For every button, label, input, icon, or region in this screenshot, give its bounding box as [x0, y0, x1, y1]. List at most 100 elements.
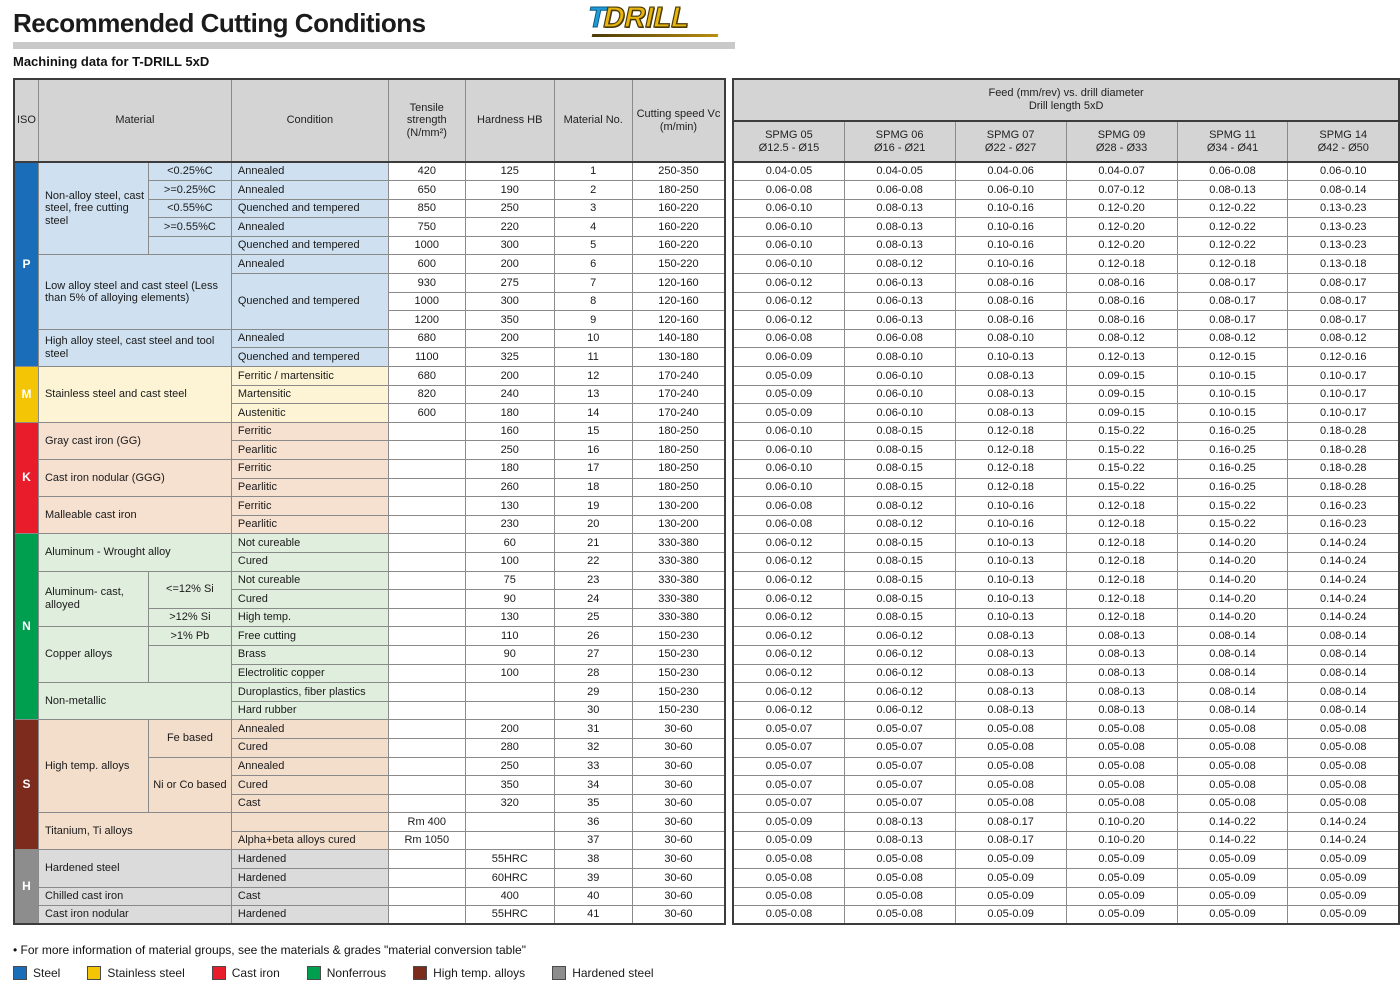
material-no-cell: 15	[553, 421, 633, 442]
feed-cell: 0.06-0.10	[732, 217, 845, 237]
header-condition: Condition	[230, 78, 389, 163]
table-row: Brass 90 27 150-230	[14, 644, 726, 684]
hardness-cell	[464, 682, 555, 702]
feed-cell: 0.08-0.10	[843, 347, 956, 368]
hardness-cell: 60HRC	[464, 868, 555, 888]
tensile-strength-cell: 1200	[387, 310, 466, 330]
feed-cell: 0.06-0.12	[732, 626, 845, 646]
tensile-strength-cell	[387, 496, 466, 516]
tensile-strength-cell	[387, 644, 466, 665]
hardness-cell: 100	[464, 551, 555, 572]
feed-cell: 0.08-0.15	[843, 459, 956, 479]
material-no-cell: 7	[553, 273, 633, 293]
cutting-speed-cell: 180-250	[631, 440, 726, 460]
cutting-speed-cell: 120-160	[631, 273, 726, 293]
feed-cell: 0.10-0.16	[954, 198, 1067, 219]
feed-cell: 0.08-0.14	[1176, 700, 1289, 721]
feed-cell: 0.08-0.17	[1287, 291, 1400, 312]
cutting-speed-cell: 330-380	[631, 607, 726, 628]
material-cell: Aluminum - Wrought alloy	[37, 533, 232, 572]
feed-cell: 0.10-0.13	[954, 551, 1067, 572]
feed-cell: 0.12-0.18	[1065, 607, 1178, 628]
hardness-cell: 55HRC	[464, 905, 555, 925]
feed-cell: 0.06-0.10	[732, 421, 845, 442]
table-row: 0.06-0.10 0.08-0.13 0.10-0.16 0.12-0.20 0.12…	[732, 217, 1400, 237]
material-no-cell: 19	[553, 496, 633, 516]
condition-cell: Annealed	[230, 756, 389, 777]
table-row: 0.06-0.10 0.08-0.15 0.12-0.18 0.15-0.22 0.16…	[732, 459, 1400, 479]
feed-cell: 0.06-0.08	[732, 180, 845, 200]
feed-header-line2: Drill length 5xD	[1028, 100, 1104, 112]
feed-cell: 0.08-0.13	[1065, 644, 1178, 665]
table-row: Quenched and tempered 1000 300 5 160-220	[14, 235, 726, 256]
condition-cell: Annealed	[230, 161, 389, 182]
feed-cell: 0.10-0.13	[954, 570, 1067, 591]
cutting-speed-cell: 140-180	[631, 328, 726, 349]
material-group-legend: Steel Stainless steel Cast iron Nonferrous H…	[13, 966, 1400, 981]
tensile-strength-cell: Rm 1050	[387, 830, 466, 851]
feed-cell: 0.08-0.13	[954, 366, 1067, 386]
material-cell: Stainless steel and cast steel	[37, 366, 232, 423]
legend-swatch	[413, 966, 428, 981]
cutting-speed-cell: 330-380	[631, 570, 726, 591]
feed-cell: 0.05-0.08	[1065, 756, 1178, 777]
hardness-cell: 220	[464, 217, 555, 237]
legend-swatch	[211, 966, 226, 981]
table-row: Chilled cast iron Cast 400 40 30-60	[14, 886, 726, 907]
table-row: 0.06-0.10 0.08-0.13 0.10-0.16 0.12-0.20 0.12…	[732, 235, 1400, 256]
material-cell: High alloy steel, cast steel and tool st…	[37, 328, 232, 368]
tensile-strength-cell	[387, 459, 466, 479]
cutting-speed-cell: 30-60	[631, 812, 726, 832]
feed-cell: 0.10-0.15	[1176, 403, 1289, 423]
hardness-cell: 300	[464, 291, 555, 312]
feed-cell: 0.14-0.20	[1176, 607, 1289, 628]
feed-cell: 0.05-0.09	[1287, 886, 1400, 907]
table-row: Cured 280 32 30-60	[14, 737, 726, 758]
condition-cell: Ferritic	[230, 496, 389, 516]
feed-cell: 0.12-0.18	[1065, 589, 1178, 609]
material-no-cell: 35	[553, 793, 633, 814]
header-material: Material	[37, 78, 232, 163]
material-no-cell: 36	[553, 812, 633, 832]
feed-cell: 0.08-0.15	[843, 477, 956, 498]
table-row: 0.06-0.08 0.08-0.12 0.10-0.16 0.12-0.18 0.15…	[732, 496, 1400, 516]
feed-column-header-row: SPMG 05 Ø12.5 - Ø15 SPMG 06 Ø16 - Ø21 SPMG 0…	[732, 120, 1400, 163]
feed-cell: 0.06-0.12	[732, 273, 845, 293]
material-no-cell: 30	[553, 700, 633, 721]
feed-cell: 0.10-0.17	[1287, 366, 1400, 386]
condition-cell: Quenched and tempered	[230, 235, 389, 256]
feed-cell: 0.14-0.24	[1287, 830, 1400, 851]
tensile-strength-cell: 600	[387, 254, 466, 275]
material-no-cell: 11	[553, 347, 633, 368]
feed-cell: 0.06-0.08	[732, 514, 845, 535]
feed-cell: 0.08-0.13	[1176, 180, 1289, 200]
feed-cell: 0.05-0.08	[843, 905, 956, 925]
material-no-cell: 22	[553, 551, 633, 572]
feed-cell: 0.08-0.14	[1287, 644, 1400, 665]
feed-cell: 0.12-0.22	[1176, 198, 1289, 219]
feed-cell: 0.12-0.15	[1176, 347, 1289, 368]
hardness-cell: 90	[464, 589, 555, 609]
feed-cell: 0.08-0.13	[843, 217, 956, 237]
feed-cell: 0.06-0.08	[732, 328, 845, 349]
header-cutting-speed: Cutting speed Vc (m/min)	[631, 78, 726, 163]
feed-cell: 0.08-0.15	[843, 589, 956, 609]
feed-cell: 0.10-0.20	[1065, 830, 1178, 851]
table-row: 0.06-0.12 0.08-0.15 0.10-0.13 0.12-0.18 0.14…	[732, 533, 1400, 553]
feed-cell: 0.12-0.18	[1065, 533, 1178, 553]
feed-cell: 0.05-0.07	[732, 775, 845, 795]
iso-band-K: K	[13, 421, 39, 535]
table-row: 0.05-0.07 0.05-0.07 0.05-0.08 0.05-0.08 0.05…	[732, 737, 1400, 758]
condition-cell: Hardened	[230, 849, 389, 870]
feed-cell: 0.06-0.12	[732, 551, 845, 572]
tensile-strength-cell: 750	[387, 217, 466, 237]
feed-cell: 0.15-0.22	[1176, 496, 1289, 516]
feed-cell: 0.05-0.08	[732, 886, 845, 907]
material-sub-cell: >=0.25%C	[147, 180, 232, 200]
tensile-strength-cell: 1000	[387, 235, 466, 256]
feed-cell: 0.05-0.08	[732, 868, 845, 888]
feed-header-line1: Feed (mm/rev) vs. drill diameter	[988, 87, 1144, 100]
feed-cell: 0.08-0.12	[1287, 328, 1400, 349]
feed-cell: 0.05-0.08	[1287, 756, 1400, 777]
feed-cell: 0.05-0.08	[954, 737, 1067, 758]
